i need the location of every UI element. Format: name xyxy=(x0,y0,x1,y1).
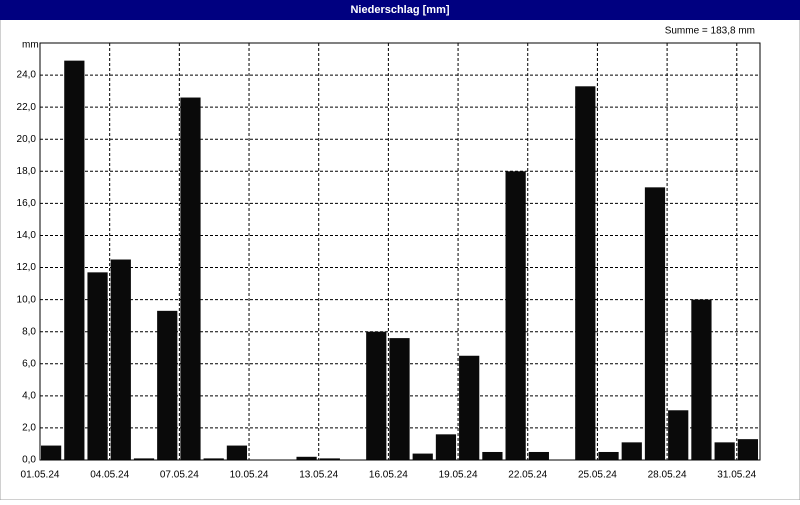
bar xyxy=(180,97,201,461)
y-tick-label: 8,0 xyxy=(22,326,36,337)
bar xyxy=(668,410,689,460)
bar xyxy=(41,445,62,460)
x-tick-label: 19.05.24 xyxy=(439,470,478,481)
y-tick-label: 10,0 xyxy=(17,294,37,305)
bar xyxy=(644,187,666,460)
x-tick-label: 10.05.24 xyxy=(230,470,269,481)
bar xyxy=(575,86,596,461)
bar xyxy=(459,355,480,460)
y-unit: mm xyxy=(22,40,39,51)
bar xyxy=(737,439,758,460)
bar xyxy=(226,445,248,460)
bar xyxy=(157,310,178,460)
y-tick-label: 22,0 xyxy=(17,102,37,113)
bar xyxy=(505,171,526,461)
x-tick-label: 22.05.24 xyxy=(508,470,547,481)
y-tick-label: 6,0 xyxy=(22,358,36,369)
bar xyxy=(366,331,387,460)
bar xyxy=(110,259,131,460)
title-bar xyxy=(0,0,800,20)
plot-border xyxy=(39,42,761,461)
bar xyxy=(598,451,619,460)
bar xyxy=(87,272,108,460)
y-tick-label: 0,0 xyxy=(22,455,36,466)
bar xyxy=(528,451,549,460)
x-tick-label: 07.05.24 xyxy=(160,470,199,481)
y-tick-label: 24,0 xyxy=(17,70,37,81)
y-tick-label: 12,0 xyxy=(17,262,37,273)
y-tick-label: 18,0 xyxy=(17,166,37,177)
bar xyxy=(296,456,317,460)
bar xyxy=(133,458,155,460)
x-tick-label: 16.05.24 xyxy=(369,470,408,481)
x-tick-label: 01.05.24 xyxy=(21,470,60,481)
y-tick-label: 4,0 xyxy=(22,390,36,401)
y-tick-label: 2,0 xyxy=(22,423,36,434)
bar xyxy=(621,442,642,460)
x-tick-label: 31.05.24 xyxy=(717,470,756,481)
bar xyxy=(691,299,712,460)
bar xyxy=(435,434,457,460)
bar xyxy=(64,60,85,461)
bar xyxy=(412,453,433,460)
bar xyxy=(389,338,410,460)
y-tick-label: 20,0 xyxy=(17,134,37,145)
bar xyxy=(319,458,340,460)
annotation: Summe = 183,8 mm xyxy=(665,26,755,37)
bar xyxy=(714,442,735,460)
bar xyxy=(482,451,503,460)
x-tick-label: 25.05.24 xyxy=(578,470,617,481)
y-tick-label: 16,0 xyxy=(17,198,37,209)
x-tick-label: 04.05.24 xyxy=(90,470,129,481)
y-tick-label: 14,0 xyxy=(17,230,37,241)
x-tick-label: 28.05.24 xyxy=(648,470,687,481)
bar xyxy=(203,458,224,460)
x-tick-label: 13.05.24 xyxy=(299,470,338,481)
chart-title: Niederschlag [mm] xyxy=(350,4,449,16)
